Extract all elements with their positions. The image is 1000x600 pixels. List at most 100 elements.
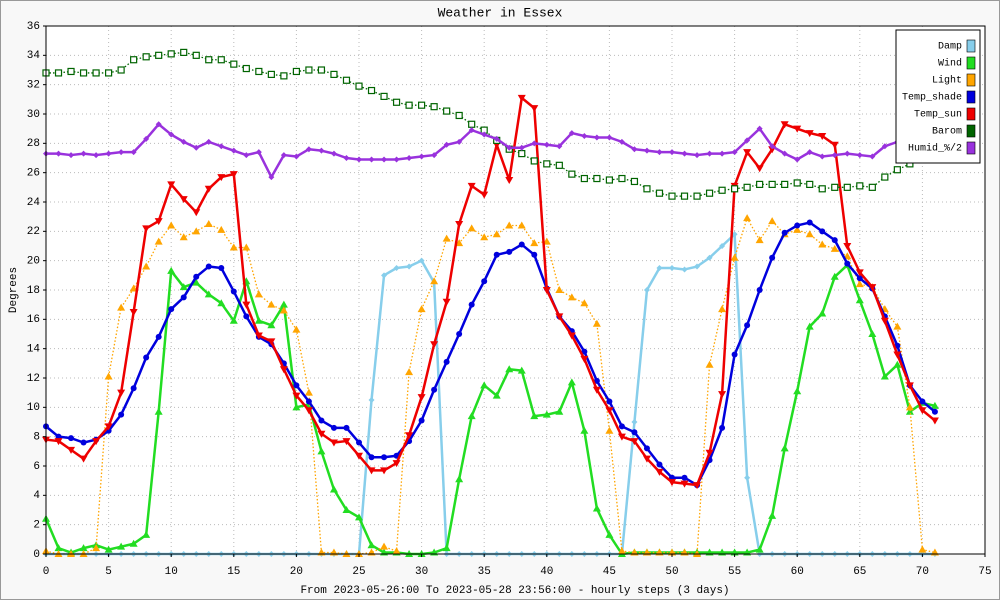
- data-point: [794, 222, 801, 229]
- data-point: [643, 445, 650, 452]
- data-point: [580, 355, 589, 363]
- data-point: [167, 50, 175, 58]
- data-point: [493, 251, 500, 258]
- data-point: [117, 66, 125, 74]
- x-tick-label: 10: [165, 566, 178, 578]
- series-line: [46, 123, 936, 179]
- data-point: [168, 131, 175, 138]
- data-point: [793, 125, 802, 133]
- data-point: [229, 316, 238, 324]
- data-point: [168, 306, 175, 313]
- data-point: [506, 248, 513, 255]
- data-point: [55, 150, 62, 157]
- x-tick-label: 25: [352, 566, 365, 578]
- y-tick-label: 26: [27, 168, 40, 180]
- data-point: [505, 365, 514, 373]
- data-point: [781, 180, 789, 188]
- data-point: [54, 544, 63, 552]
- data-point: [631, 146, 638, 153]
- data-point: [380, 542, 389, 550]
- data-point: [381, 454, 388, 461]
- legend-box: [895, 29, 981, 164]
- x-tick-label: 50: [665, 566, 678, 578]
- y-tick-label: 32: [27, 80, 40, 92]
- data-point: [443, 107, 451, 115]
- data-point: [130, 149, 137, 156]
- data-point: [706, 150, 713, 157]
- data-point: [104, 423, 113, 431]
- data-point: [793, 225, 802, 233]
- data-point: [893, 322, 902, 330]
- data-point: [268, 174, 275, 181]
- data-point: [718, 391, 727, 399]
- data-point: [442, 234, 451, 242]
- data-point: [868, 330, 877, 337]
- data-point: [918, 545, 927, 553]
- data-point: [855, 296, 864, 304]
- data-point: [155, 333, 162, 340]
- data-point: [769, 254, 776, 261]
- y-tick-label: 24: [27, 197, 41, 209]
- data-point: [843, 243, 852, 250]
- data-point: [92, 69, 100, 77]
- data-point: [930, 401, 939, 409]
- data-point: [781, 150, 788, 157]
- data-point: [455, 221, 464, 228]
- data-point: [831, 237, 838, 244]
- data-point: [230, 288, 237, 295]
- data-point: [393, 156, 400, 163]
- data-point: [130, 56, 138, 64]
- data-point: [730, 185, 739, 193]
- data-point: [705, 360, 714, 368]
- data-point: [631, 429, 638, 436]
- legend-label: Barom: [932, 127, 962, 138]
- data-point: [367, 541, 376, 549]
- data-point: [280, 152, 287, 159]
- data-point: [844, 260, 851, 267]
- data-point: [280, 72, 288, 80]
- data-point: [381, 156, 388, 163]
- data-point: [630, 438, 639, 446]
- data-point: [868, 183, 876, 191]
- data-point: [755, 545, 764, 553]
- legend: Damp Wind Light Temp_shade Temp_sun Barom Humi…: [895, 29, 981, 164]
- data-point: [517, 221, 526, 229]
- series: [42, 261, 939, 557]
- data-point: [530, 412, 539, 420]
- data-point: [768, 511, 777, 519]
- data-point: [605, 176, 614, 184]
- data-point: [104, 372, 113, 380]
- data-point: [744, 322, 751, 329]
- data-point: [881, 173, 889, 181]
- data-point: [780, 121, 789, 129]
- data-point: [267, 321, 276, 329]
- data-point: [794, 156, 801, 163]
- data-point: [517, 366, 526, 374]
- data-point: [893, 360, 902, 368]
- data-point: [304, 388, 313, 396]
- data-point: [819, 153, 826, 160]
- data-point: [781, 229, 788, 236]
- data-point: [292, 403, 301, 411]
- data-point: [880, 372, 889, 380]
- data-point: [405, 368, 414, 376]
- data-point: [405, 432, 414, 440]
- y-tick-label: 8: [33, 432, 40, 444]
- data-point: [468, 127, 475, 134]
- data-point: [405, 101, 413, 109]
- data-point: [93, 152, 100, 159]
- y-tick-label: 22: [27, 226, 40, 238]
- x-tick-label: 15: [227, 566, 240, 578]
- data-point: [443, 141, 450, 148]
- data-point: [104, 69, 113, 77]
- data-point: [844, 150, 851, 157]
- data-point: [205, 56, 213, 64]
- data-point: [205, 138, 212, 145]
- data-point: [655, 189, 664, 197]
- data-point: [242, 243, 251, 251]
- data-point: [193, 273, 200, 280]
- data-point: [543, 160, 551, 168]
- data-point: [254, 332, 263, 340]
- data-point: [443, 358, 450, 365]
- data-point: [681, 474, 688, 481]
